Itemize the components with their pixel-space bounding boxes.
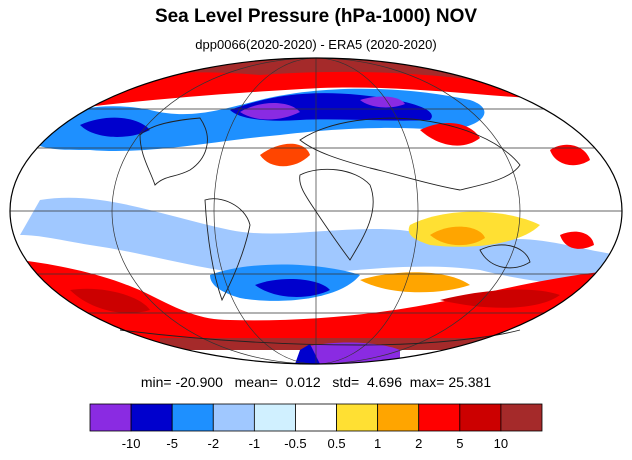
colorbar-tick-label: 10 [494,436,508,451]
chart-subtitle: dpp0066(2020-2020) - ERA5 (2020-2020) [195,37,437,52]
stat-std-value: 4.696 [366,374,403,390]
stat-mean-value: 0.012 [285,374,321,390]
stat-max-label: max= [409,374,445,390]
map-coastlines [119,117,531,346]
region-east-pacific-high [550,144,590,166]
stat-min-label: min= [140,374,172,390]
colorbar-swatch [253,403,296,432]
region-south-red-band [20,260,620,330]
colorbar-swatch [212,403,255,432]
colorbar-swatch [459,403,502,432]
region-south-pacific-darkred [70,288,560,314]
stat-std-label: std= [332,374,360,390]
stat-min-value: -20.900 [175,374,223,390]
region-south-darkblue [255,278,330,297]
colorbar-swatch [377,403,420,432]
region-tropics-lightblue [20,197,620,290]
region-antarctic-blue [295,344,320,364]
map-outline [9,57,623,365]
colorbar-tick-label: -10 [122,436,141,451]
colorbar-tick-label: -5 [166,436,178,451]
colorbar-swatch [89,403,132,432]
chart-title: Sea Level Pressure (hPa-1000) NOV [154,6,478,27]
colorbar-tick-label: 1 [374,436,381,451]
colorbar-tick-label: -1 [249,436,261,451]
region-north-low-purple [240,96,405,120]
region-antarctic-purple [310,342,400,364]
map-plot [9,57,623,365]
region-pacific-red [560,231,594,249]
region-siberia-high [420,123,480,146]
colorbar-swatch [130,403,173,432]
stat-mean-label: mean= [234,374,278,390]
colorbar-tick-label: -0.5 [284,436,306,451]
colorbar-tick-label: -2 [207,436,219,451]
region-arctic-red [60,71,560,110]
colorbar-tick-label: 5 [456,436,463,451]
colorbar-swatch [500,403,543,432]
colorbar-swatch [336,403,379,432]
colorbar-swatch [418,403,461,432]
stat-max-value: 25.381 [448,374,492,390]
colorbar-tick-label: 0.5 [328,436,346,451]
region-atlantic-orange [260,143,310,167]
colorbar-swatch [295,403,337,432]
stats-line: min= -20.900 mean= 0.012 std= 4.696 max=… [0,374,632,390]
colorbar-swatch [171,403,214,432]
region-indian-orange [430,226,485,246]
region-southern-orange [360,272,470,293]
colorbar-tick-label: 2 [415,436,422,451]
